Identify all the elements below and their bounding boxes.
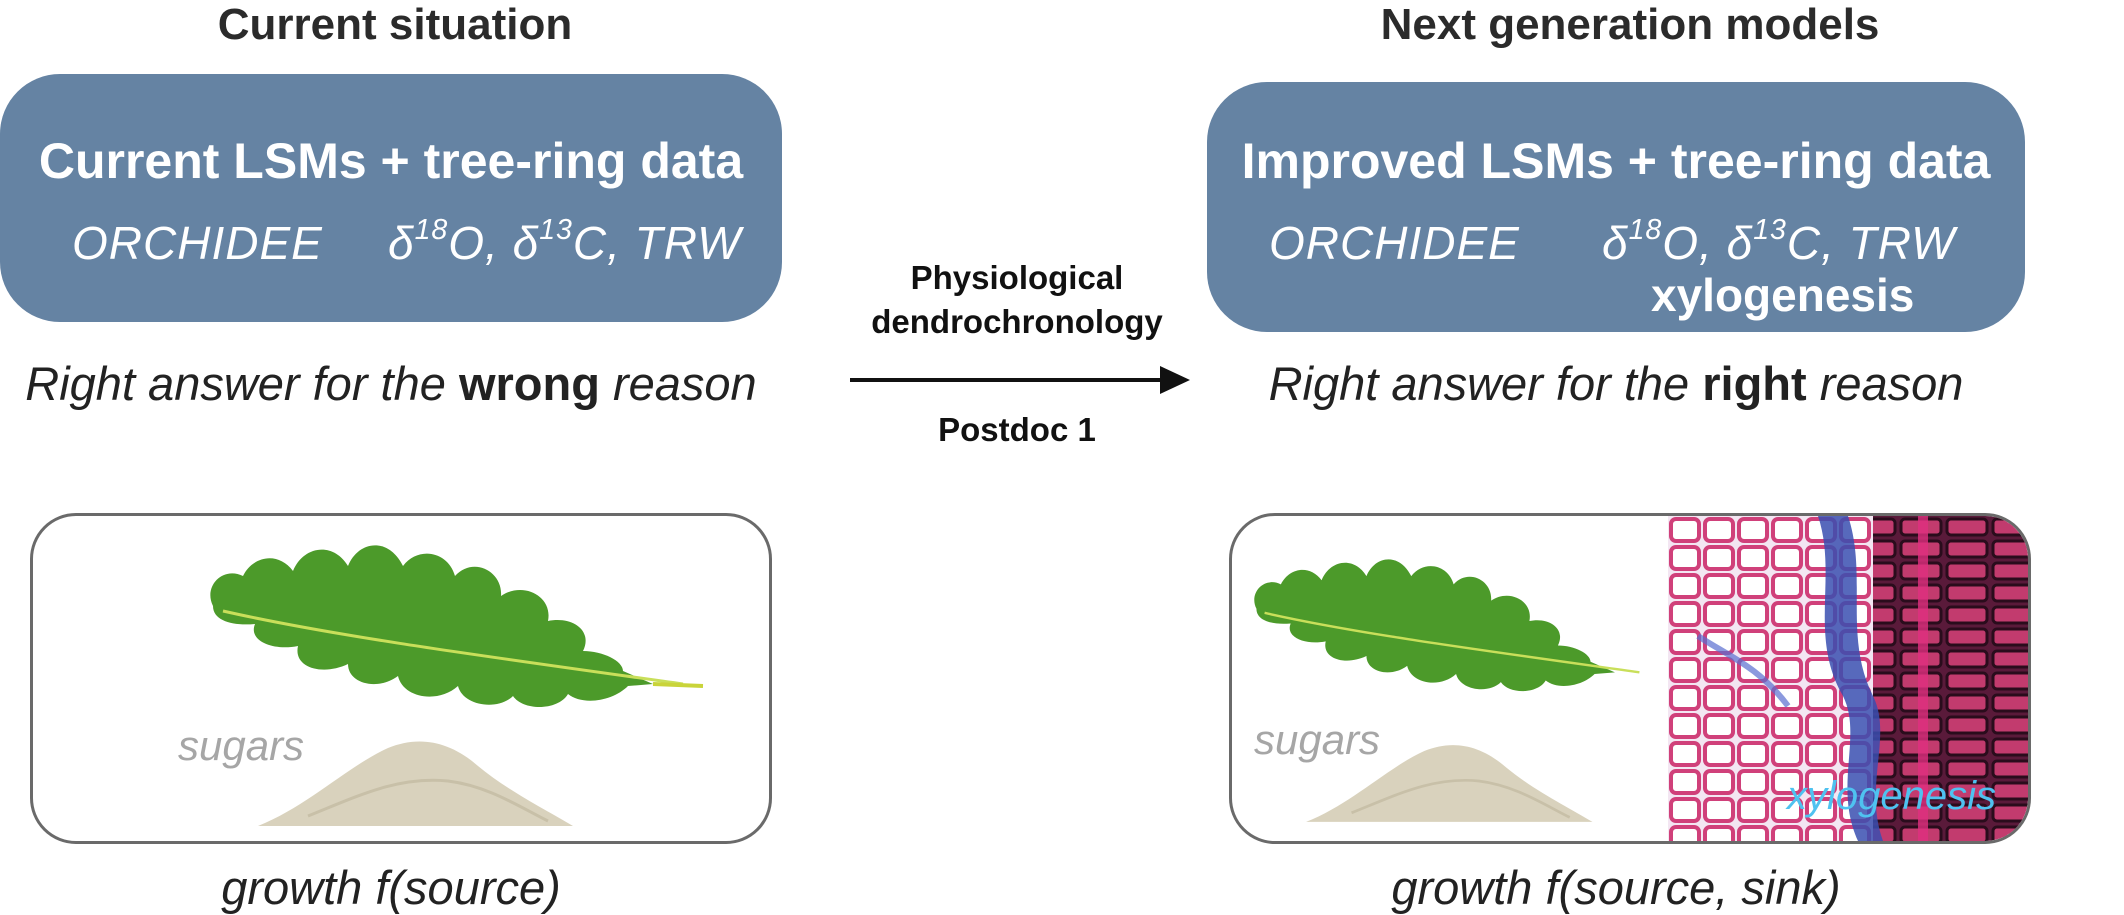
sugars-label: sugars bbox=[1254, 716, 1381, 763]
xylogenesis-label: xylogenesis bbox=[1651, 269, 1915, 321]
xylogenesis-image-label: xylogenesis bbox=[1787, 774, 1997, 818]
improved-lsm-title: Improved LSMs + tree-ring data bbox=[1241, 133, 1991, 189]
arrow-bottom-label: Postdoc 1 bbox=[938, 411, 1096, 448]
oak-leaf-icon bbox=[210, 545, 704, 708]
isotope-label: δ18O, δ13C, TRW bbox=[1602, 214, 1956, 269]
right-heading: Next generation models bbox=[1380, 0, 1880, 49]
model-label: ORCHIDEE bbox=[1269, 217, 1520, 269]
current-lsm-box: Current LSMs + tree-ring data ORCHIDEE δ… bbox=[0, 74, 782, 322]
sugars-label: sugars bbox=[178, 722, 305, 769]
sugar-pile-icon bbox=[1306, 745, 1593, 822]
xylem-micrograph-image bbox=[1668, 516, 2028, 841]
right-caption: growth f(source, sink) bbox=[1391, 861, 1841, 914]
oak-leaf-icon bbox=[1254, 559, 1640, 692]
left-heading: Current situation bbox=[217, 0, 573, 49]
transition-arrow bbox=[850, 366, 1190, 394]
arrow-top-label: Physiological dendrochronology bbox=[871, 259, 1163, 340]
source-panel: sugars bbox=[30, 513, 772, 844]
sugar-pile-icon bbox=[258, 741, 573, 826]
current-lsm-title: Current LSMs + tree-ring data bbox=[38, 133, 744, 189]
right-answer: Right answer for the right reason bbox=[1268, 357, 1964, 410]
left-answer: Right answer for the wrong reason bbox=[25, 357, 757, 410]
model-label: ORCHIDEE bbox=[72, 217, 323, 269]
isotope-label: δ18O, δ13C, TRW bbox=[388, 214, 742, 269]
left-caption: growth f(source) bbox=[221, 861, 561, 914]
source-sink-panel: sugars xylogenesis bbox=[1229, 513, 2031, 844]
improved-lsm-box: Improved LSMs + tree-ring data ORCHIDEE … bbox=[1207, 82, 2025, 332]
